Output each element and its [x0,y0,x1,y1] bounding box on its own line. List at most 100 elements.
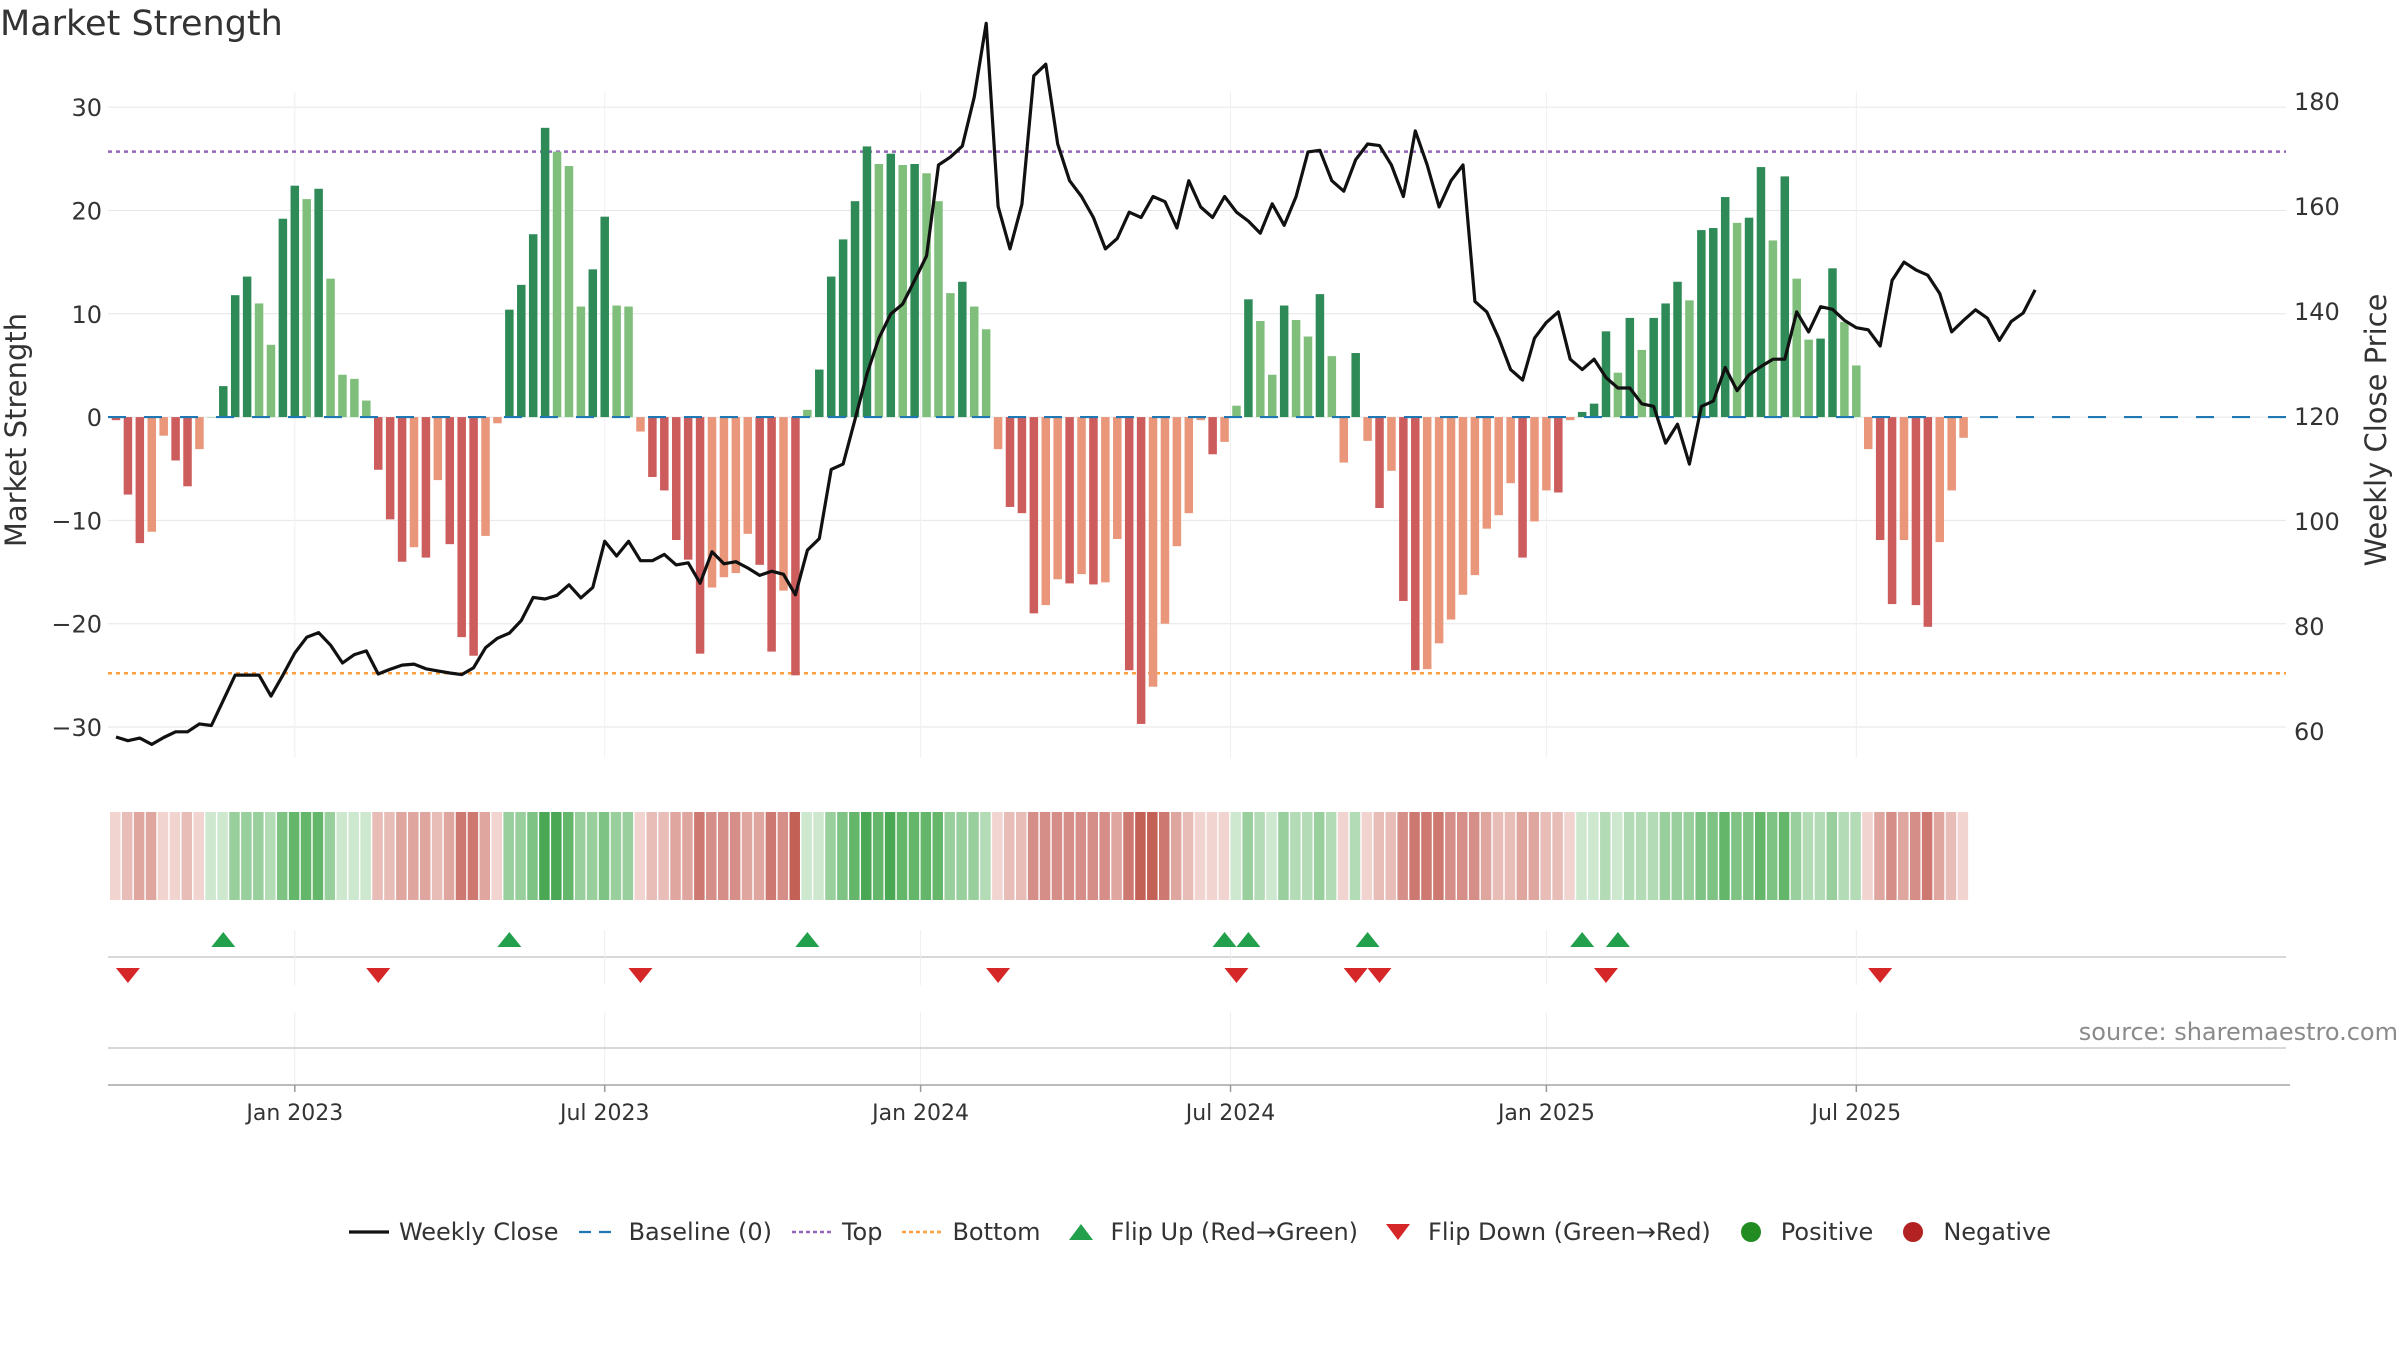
strength-bar [373,417,383,470]
strip-cell [706,812,717,900]
strip-cell [1552,812,1563,900]
chart-title: Market Strength [0,4,283,44]
legend-label: Baseline (0) [628,1218,772,1246]
strip-cell [229,812,240,900]
strip-cell [1600,812,1611,900]
strength-bar [493,417,502,424]
strip-cell [956,812,967,900]
strip-cell [1051,812,1063,900]
strength-bar [481,417,490,536]
strip-cell [968,812,979,900]
strip-cell [1325,812,1337,900]
strength-bar [1565,417,1575,421]
strip-cell [1755,812,1766,900]
strip-cell [1492,812,1504,900]
x-tick-label: Jan 2023 [244,1101,343,1126]
strip-cell [276,812,288,900]
strip-cell [1886,812,1897,900]
strength-bar [1470,417,1480,576]
strip-cell [288,812,300,900]
strength-bar [612,305,621,418]
strength-bar [1732,222,1742,418]
strip-cell [825,812,836,900]
strength-bar [1923,417,1933,627]
strength-bar [302,199,311,418]
strip-cell [1337,812,1349,900]
y2-tick-label: 60 [2294,718,2325,746]
legend-item: Flip Up (Red→Green) [1061,1218,1358,1246]
strip-cell [1671,812,1683,900]
strip-cell [1206,812,1218,900]
strip-cell [1027,812,1039,900]
strength-bar [1303,336,1313,418]
strength-bar [1339,417,1349,463]
strip-cell [1707,812,1718,900]
strip-cell [551,812,562,900]
strip-cell [479,812,491,900]
circle-icon [1740,1222,1761,1242]
strength-bar [1279,305,1289,418]
strip-cell [193,812,204,900]
strip-cell [1731,812,1742,900]
strip-cell [1242,812,1253,900]
strength-bar [433,417,443,481]
strength-bar [1077,417,1086,575]
strip-cell [610,812,622,900]
strip-cell [1921,812,1933,900]
strip-cell [896,812,908,900]
strength-bar [1089,417,1098,585]
strength-bar [1804,339,1813,418]
strip-cell [205,812,216,900]
strength-bar [1267,374,1277,418]
strength-bar [1816,338,1825,418]
strip-cell [348,812,359,900]
strength-bar [147,417,157,532]
strip-cell [646,812,657,900]
strength-bar [850,201,860,418]
strip-cell [527,812,538,900]
strip-cell [1540,812,1551,900]
strength-bar [1422,417,1432,670]
strength-bar [600,216,609,418]
legend-label: Top [841,1218,883,1246]
strip-cell [932,812,944,900]
strength-bar [719,417,729,578]
strip-cell [1576,812,1587,900]
strength-bar [242,276,252,418]
strength-bar [123,417,133,495]
strip-cell [1266,812,1277,900]
strength-bar [993,417,1003,450]
strength-bar [278,218,288,418]
strip-cell [1349,812,1361,900]
flip-markers [108,930,2286,985]
strength-bar [1768,240,1778,418]
strength-bar [1256,321,1265,418]
strip-cell [491,812,502,900]
strip-cell [920,812,932,900]
strip-cell [1814,812,1826,900]
strip-cell [1933,812,1945,900]
strength-bar [1232,405,1241,418]
strip-cell [1075,812,1087,900]
strip-cell [849,812,860,900]
strip-cell [1719,812,1730,900]
strip-cell [622,812,634,900]
strip-cell [217,812,228,900]
strip-cell [1874,812,1885,900]
strip-cell [908,812,920,900]
strength-bar [1685,300,1694,418]
flip-up-marker [497,932,522,947]
strength-bar [1327,356,1337,418]
strength-bar [1947,417,1956,491]
strip-cell [336,812,348,900]
strip-cell [1766,812,1778,900]
strength-bar [195,417,204,450]
legend-label: Flip Down (Green→Red) [1428,1218,1711,1246]
strip-cell [1015,812,1027,900]
strength-bar [731,417,741,574]
strip-cell [1194,812,1206,900]
strip-cell [1802,812,1814,900]
strength-bars [108,127,2286,724]
strength-bar [1113,417,1122,539]
legend-item: Top [791,1218,883,1246]
